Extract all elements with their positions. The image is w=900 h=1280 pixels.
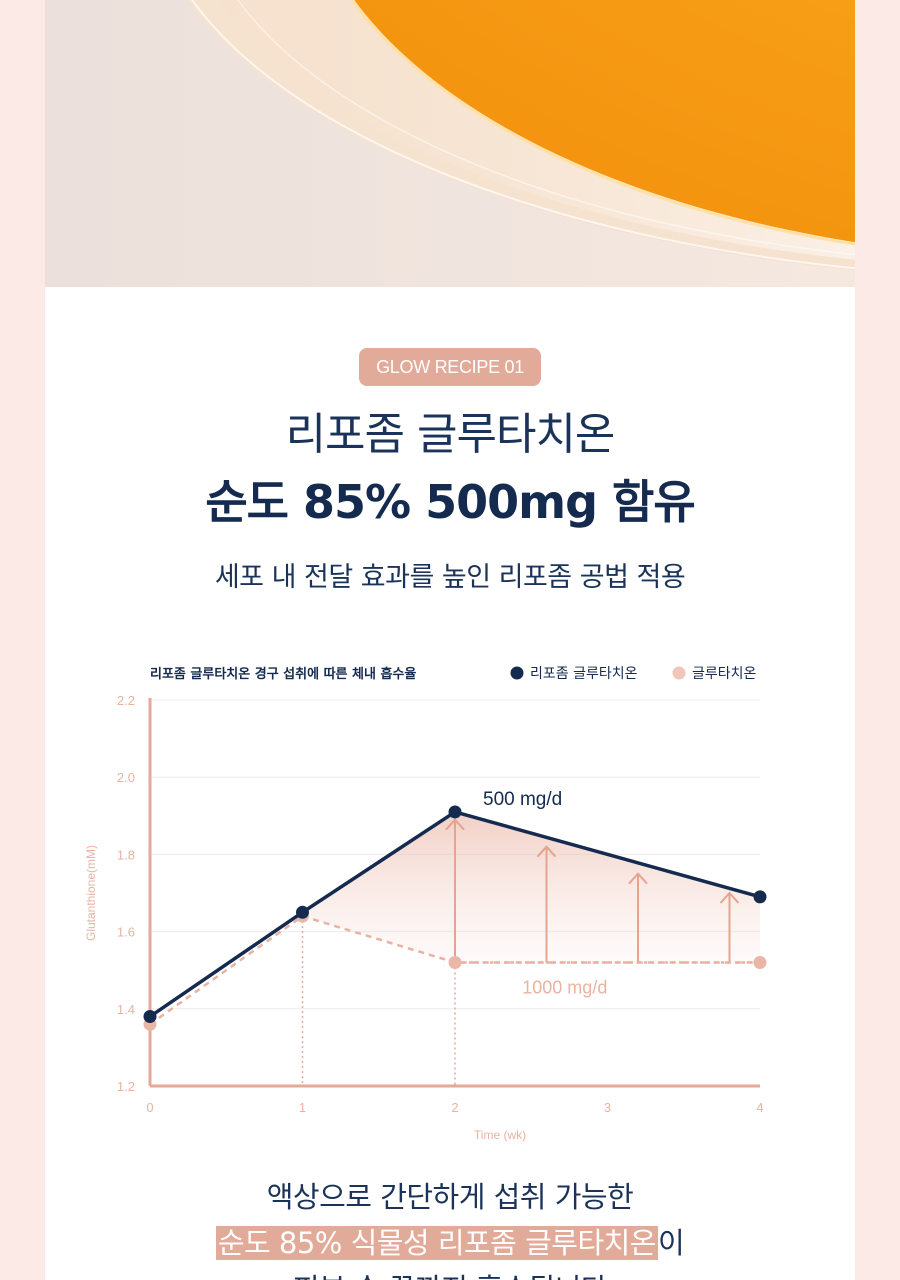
legend-marker-glutathione [672, 666, 686, 680]
bottom-line2: 순도 85% 식물성 리포좀 글루타치온이 [45, 1220, 855, 1266]
y-tick-label: 2.0 [117, 770, 135, 785]
page-subtitle: 세포 내 전달 효과를 높인 리포좀 공법 적용 [214, 562, 686, 593]
content-card: GLOW RECIPE 01 리포좀 글루타치온 순도 85% 500mg 함유… [45, 0, 855, 1280]
hero-image [45, 0, 855, 287]
highlight-text: 순도 85% 식물성 리포좀 글루타치온 [215, 1226, 658, 1260]
recipe-badge: GLOW RECIPE 01 [359, 348, 541, 386]
x-tick-label: 4 [756, 1100, 763, 1115]
increase-arrow-head [536, 845, 557, 858]
point-liposomal [448, 805, 462, 819]
bottom-copy: 액상으로 간단하게 섭취 가능한 순도 85% 식물성 리포좀 글루타치온이 피… [45, 1174, 855, 1280]
point-liposomal [296, 905, 309, 919]
series-line-liposomal [149, 810, 761, 1018]
difference-area [302, 811, 760, 963]
absorption-chart: 리포좀 글루타치온 경구 섭취에 따른 체내 흡수율 리포좀 글루타치온 글루타치온… [45, 640, 855, 1160]
page-title-line1: 리포좀 글루타치온 [285, 409, 616, 460]
series-label-1000: 1000 mg/d [522, 977, 607, 997]
y-tick-label: 1.4 [117, 1002, 135, 1017]
point-liposomal [143, 1010, 157, 1024]
point-glutathione [753, 955, 767, 969]
y-axis-label: Glutanthione(mM) [84, 845, 98, 941]
bottom-line2-rest: 이 [657, 1226, 685, 1260]
chart-title: 리포좀 글루타치온 경구 섭취에 따른 체내 흡수율 [150, 666, 416, 682]
increase-arrow-head [628, 872, 648, 885]
bottom-line3: 피부 속 끝까지 흡수됩니다 [45, 1266, 855, 1280]
page-title-line2: 순도 85% 500mg 함유 [205, 475, 695, 529]
increase-arrow-head [445, 818, 465, 831]
bottom-line1: 액상으로 간단하게 섭취 가능한 [266, 1180, 634, 1214]
y-tick-label: 1.8 [117, 847, 135, 862]
point-glutathione [448, 955, 462, 969]
increase-arrow-head [719, 891, 740, 904]
legend-label-liposomal: 리포좀 글루타치온 [530, 666, 638, 682]
x-tick-label: 3 [604, 1100, 611, 1115]
legend-marker-liposomal [510, 666, 524, 680]
chart-svg: 리포좀 글루타치온 경구 섭취에 따른 체내 흡수율 리포좀 글루타치온 글루타치온… [84, 666, 767, 1142]
point-liposomal [753, 890, 767, 904]
y-tick-label: 1.6 [117, 925, 135, 940]
orange-serum-photo [45, 0, 855, 287]
x-axis-label: Time (wk) [474, 1128, 526, 1142]
y-tick-label: 1.2 [117, 1079, 135, 1094]
x-tick-label: 0 [146, 1100, 153, 1115]
series-line-glutathione [149, 914, 760, 1026]
legend-label-glutathione: 글루타치온 [692, 666, 757, 682]
y-tick-label: 2.2 [117, 693, 135, 708]
series-label-500: 500 mg/d [483, 789, 562, 810]
x-tick-label: 1 [299, 1100, 306, 1115]
x-tick-label: 2 [451, 1100, 458, 1115]
